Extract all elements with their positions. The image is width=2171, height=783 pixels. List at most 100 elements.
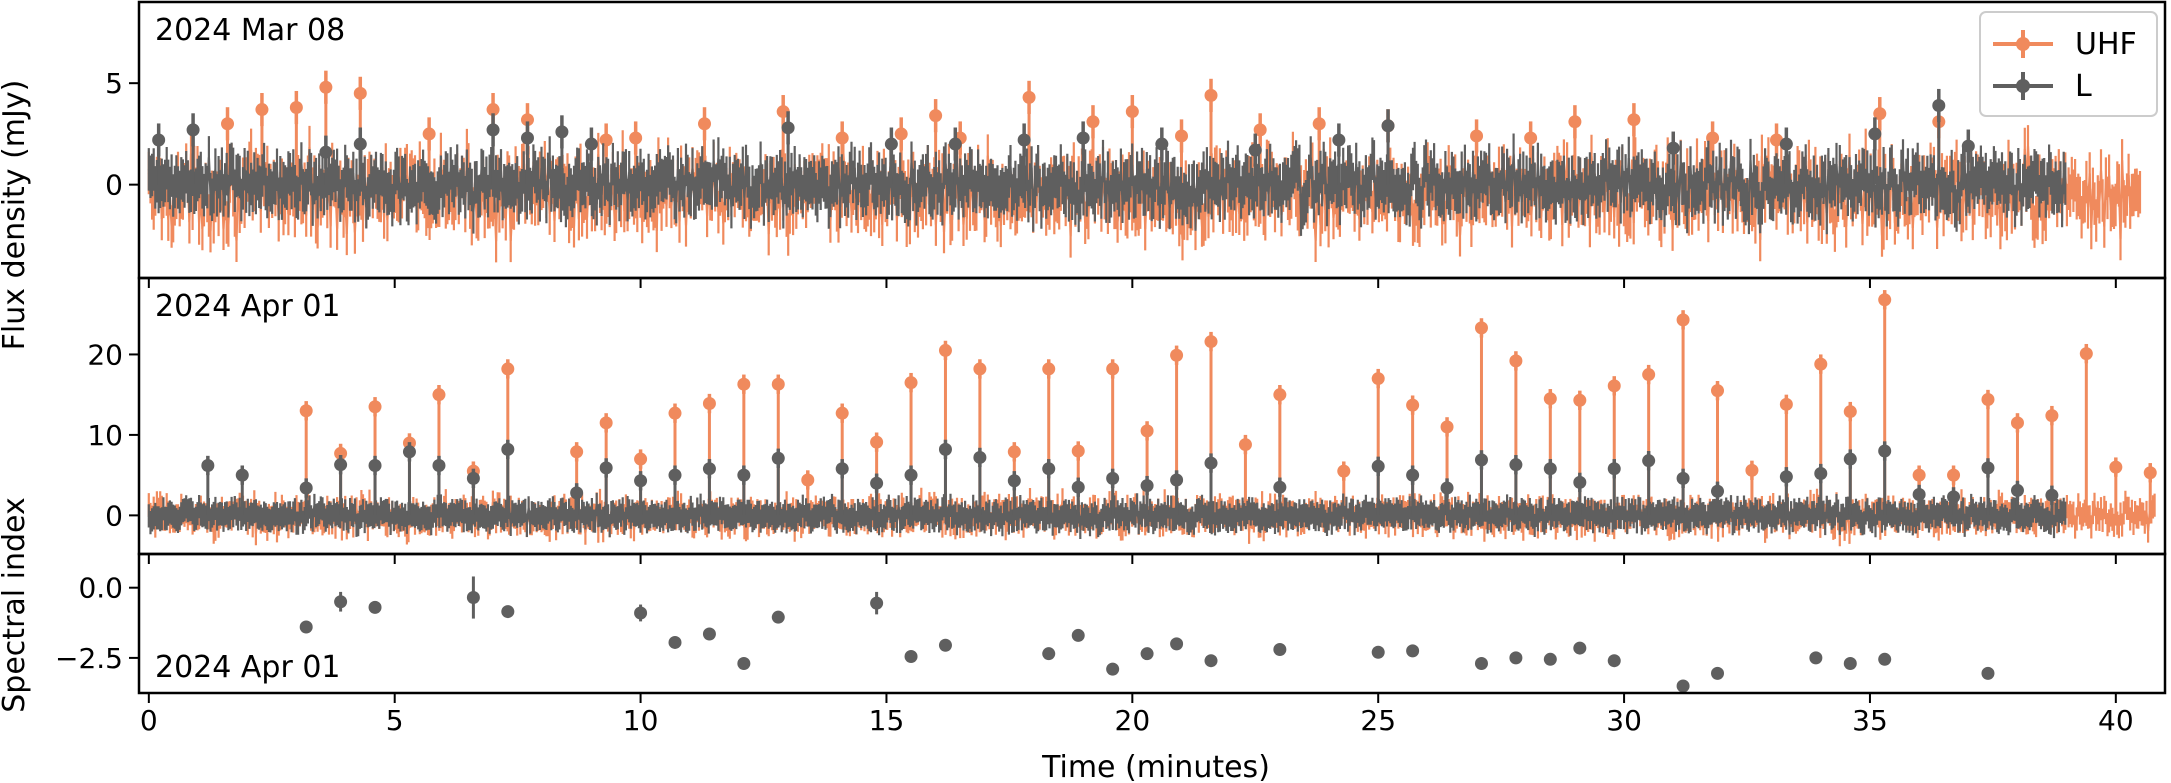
peak-point bbox=[2109, 460, 2123, 474]
spectral-index-point bbox=[1711, 666, 1725, 680]
peak-point bbox=[299, 481, 313, 495]
series-spectral-index bbox=[299, 576, 1995, 693]
peak-point bbox=[1106, 471, 1120, 485]
peak-point bbox=[599, 461, 613, 475]
spectral-index-point bbox=[1140, 647, 1154, 661]
legend-label-l: L bbox=[2075, 69, 2092, 104]
panel-top: 05 bbox=[105, 67, 2142, 288]
y-tick-label: 20 bbox=[87, 338, 123, 371]
peak-point bbox=[353, 86, 367, 100]
peak-point bbox=[501, 442, 515, 456]
peak-point bbox=[1155, 137, 1169, 151]
legend: UHF L bbox=[1979, 11, 2158, 117]
peak-point bbox=[1573, 393, 1587, 407]
peak-point bbox=[1676, 313, 1690, 327]
peak-point bbox=[1981, 461, 1995, 475]
peak-point bbox=[1543, 462, 1557, 476]
spectral-index-point bbox=[1878, 652, 1892, 666]
spectral-index-point bbox=[737, 657, 751, 671]
peak-point bbox=[432, 388, 446, 402]
peak-point bbox=[835, 462, 849, 476]
peak-point bbox=[1878, 444, 1892, 458]
peak-point bbox=[1007, 474, 1021, 488]
peak-point bbox=[870, 435, 884, 449]
spectral-index-point bbox=[1406, 644, 1420, 658]
peak-point bbox=[1627, 113, 1641, 127]
peak-point bbox=[702, 397, 716, 411]
spectral-index-point bbox=[1071, 628, 1085, 642]
spectral-index-point bbox=[1543, 652, 1557, 666]
peak-point bbox=[1371, 459, 1385, 473]
panel-frame bbox=[137, 552, 2167, 695]
peak-point bbox=[1868, 127, 1882, 141]
spectral-index-point bbox=[1809, 651, 1823, 665]
series-l bbox=[147, 88, 2067, 236]
peak-point bbox=[1779, 397, 1793, 411]
peak-point bbox=[570, 445, 584, 459]
peak-point bbox=[870, 476, 884, 490]
peak-point bbox=[1406, 398, 1420, 412]
peak-point bbox=[1912, 468, 1926, 482]
peak-point bbox=[1204, 88, 1218, 102]
peak-point bbox=[1337, 464, 1351, 478]
peak-point bbox=[235, 468, 249, 482]
peak-point bbox=[2010, 416, 2024, 430]
spectral-index-point bbox=[668, 635, 682, 649]
peak-point bbox=[835, 406, 849, 420]
peak-point bbox=[1912, 487, 1926, 501]
peak-point bbox=[1981, 393, 1995, 407]
peak-point bbox=[629, 131, 643, 145]
peak-point bbox=[1607, 462, 1621, 476]
x-tick-label: 5 bbox=[386, 704, 404, 737]
peak-point bbox=[884, 137, 898, 151]
spectral-index-point bbox=[1981, 666, 1995, 680]
peak-point bbox=[2045, 488, 2059, 502]
peak-point bbox=[781, 121, 795, 135]
peak-point bbox=[299, 404, 313, 418]
peak-point bbox=[1440, 481, 1454, 495]
peak-point bbox=[1543, 392, 1557, 406]
peak-point bbox=[1814, 357, 1828, 371]
peak-point bbox=[555, 125, 569, 139]
series-l bbox=[147, 439, 2067, 539]
peak-point bbox=[1770, 133, 1784, 147]
y-tick-label: 0.0 bbox=[78, 572, 123, 605]
peak-point bbox=[1042, 362, 1056, 376]
y-tick-label: 0 bbox=[105, 169, 123, 202]
spectral-index-point bbox=[1371, 645, 1385, 659]
x-tick-label: 20 bbox=[1115, 704, 1151, 737]
peak-point bbox=[771, 377, 785, 391]
peak-point bbox=[1947, 468, 1961, 482]
peak-point bbox=[186, 123, 200, 137]
peak-point bbox=[486, 103, 500, 117]
y-tick-label: 10 bbox=[87, 419, 123, 452]
peak-point bbox=[1140, 424, 1154, 438]
peak-point bbox=[432, 458, 446, 472]
peak-point bbox=[938, 442, 952, 456]
peak-point bbox=[737, 468, 751, 482]
peak-point bbox=[904, 376, 918, 390]
peak-point bbox=[334, 446, 348, 460]
panel-label-top: 2024 Mar 08 bbox=[155, 13, 345, 48]
spectral-index-point bbox=[634, 606, 648, 620]
spectral-index-point bbox=[1204, 654, 1218, 668]
peak-point bbox=[2010, 483, 2024, 497]
peak-point bbox=[668, 406, 682, 420]
peak-point bbox=[319, 80, 333, 94]
peak-point bbox=[771, 451, 785, 465]
peak-point bbox=[1022, 90, 1036, 104]
x-tick-label: 0 bbox=[140, 704, 158, 737]
y-axis-title-flux: Flux density (mJy) bbox=[0, 80, 32, 351]
spectral-index-point bbox=[1273, 642, 1287, 656]
peak-point bbox=[1568, 115, 1582, 129]
peak-point bbox=[1170, 348, 1184, 362]
x-tick-label: 10 bbox=[623, 704, 659, 737]
peak-point bbox=[1312, 117, 1326, 131]
spectral-index-point bbox=[1042, 647, 1056, 661]
peak-point bbox=[1666, 141, 1680, 155]
peak-point bbox=[289, 101, 303, 115]
peak-point bbox=[948, 137, 962, 151]
panel-middle: 0 10 20 bbox=[87, 290, 2157, 564]
panel-frames: 0 5 10 15 20 25 30 35 40 bbox=[137, 0, 2167, 737]
spectral-index-point bbox=[1676, 679, 1690, 693]
